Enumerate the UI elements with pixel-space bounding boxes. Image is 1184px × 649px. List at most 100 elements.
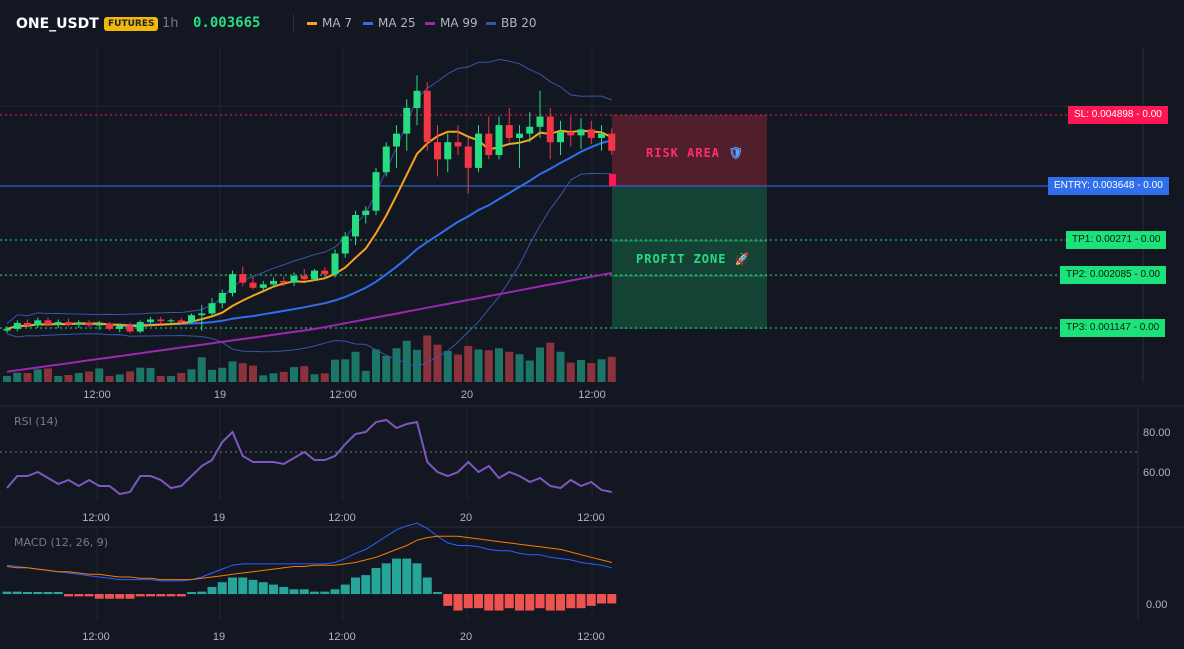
macd-histogram-bar	[566, 594, 576, 609]
volume-bar	[44, 368, 52, 382]
ma25-line	[6, 139, 613, 330]
macd-histogram-bar	[156, 594, 166, 597]
legend-ma7[interactable]: MA 7	[307, 16, 352, 30]
time-axis-label: 12:00	[577, 512, 605, 524]
volume-bar	[310, 374, 319, 382]
volume-bar	[33, 369, 42, 382]
time-axis-label: 12:00	[82, 631, 110, 643]
macd-histogram-bar	[146, 594, 155, 597]
candle-body	[167, 320, 175, 322]
ma99-swatch-icon	[425, 21, 435, 25]
candle-body	[116, 325, 124, 329]
macd-histogram-bar	[453, 594, 463, 611]
macd-signal-line	[6, 535, 612, 581]
macd-histogram-bar	[94, 594, 104, 599]
macd-histogram-bar	[535, 594, 545, 609]
candle-body	[362, 210, 370, 215]
macd-histogram-bar	[422, 577, 432, 595]
volume-bar	[74, 373, 83, 382]
candle-body	[157, 319, 165, 322]
volume-bar	[382, 355, 391, 382]
macd-histogram-bar	[258, 582, 268, 595]
rsi-line	[6, 418, 612, 496]
time-axis-label: 20	[461, 389, 473, 401]
macd-histogram-bar	[279, 586, 289, 595]
macd-histogram-bar	[351, 577, 360, 595]
legend-ma99[interactable]: MA 99	[425, 16, 478, 30]
macd-histogram-bar	[576, 594, 586, 609]
candle-body	[495, 125, 503, 156]
candle-body	[239, 274, 247, 283]
time-axis-label: 12:00	[328, 631, 356, 643]
profit-zone-box	[612, 187, 767, 329]
macd-histogram-bar	[340, 584, 350, 595]
time-axis-label: 19	[213, 631, 225, 643]
time-axis-label: 20	[460, 512, 472, 524]
volume-bar	[156, 376, 165, 382]
candle-body	[65, 322, 72, 325]
candle-body	[587, 129, 595, 138]
macd-histogram-bar	[320, 591, 330, 595]
volume-bar	[433, 344, 442, 382]
macd-histogram-bar	[484, 594, 494, 611]
rsi-title: RSI (14)	[14, 415, 58, 428]
time-axis-label: 12:00	[83, 389, 111, 401]
entry-level-tag[interactable]: ENTRY: 0.003648 - 0.00	[1048, 177, 1169, 195]
tp3-level-tag[interactable]: TP3: 0.001147 - 0.00	[1060, 319, 1166, 337]
volume-bar	[536, 347, 544, 382]
ma7-swatch-icon	[307, 21, 317, 25]
candle-body	[208, 303, 216, 314]
volume-bar	[402, 340, 411, 382]
volume-bar	[146, 367, 155, 382]
candle-body	[13, 322, 21, 329]
candle-body	[434, 142, 441, 160]
risk-area-label: RISK AREA 🛡	[646, 146, 745, 160]
candle-body	[464, 146, 472, 168]
time-axis-label: 12:00	[329, 389, 357, 401]
volume-bar	[259, 375, 268, 382]
volume-bar	[23, 373, 32, 382]
ma25-swatch-icon	[363, 21, 373, 25]
macd-histogram-bar	[515, 594, 524, 611]
sl-level-tag[interactable]: SL: 0.004898 - 0.00	[1068, 106, 1168, 124]
tp1-level-tag[interactable]: TP1: 0.00271 - 0.00	[1066, 231, 1167, 249]
macd-histogram-bar	[443, 594, 453, 606]
volume-bar	[495, 348, 503, 382]
last-price: 0.003665	[193, 15, 261, 31]
legend-ma25[interactable]: MA 25	[363, 16, 416, 30]
ma7-line	[6, 129, 613, 330]
candle-body	[321, 270, 329, 275]
macd-line	[6, 522, 612, 582]
time-axis-label: 20	[460, 631, 472, 643]
volume-bar	[372, 349, 380, 382]
symbol-name[interactable]: ONE_USDT	[16, 16, 99, 32]
candle-body	[34, 320, 42, 326]
candle-body	[413, 90, 421, 108]
volume-bar	[423, 335, 432, 382]
time-axis-label: 12:00	[328, 512, 356, 524]
timeframe-label[interactable]: 1h	[162, 16, 179, 31]
time-axis-label: 12:00	[577, 631, 605, 643]
macd-histogram-bar	[463, 594, 473, 609]
macd-histogram-bar	[381, 563, 391, 595]
candle-body	[403, 107, 411, 134]
macd-histogram-bar	[402, 558, 412, 595]
macd-title: MACD (12, 26, 9)	[14, 536, 109, 549]
volume-bar	[64, 375, 73, 382]
candle-body	[95, 323, 103, 326]
candle-body	[516, 133, 523, 138]
candle-body	[270, 280, 277, 285]
candle-body	[136, 322, 144, 332]
time-axis-label: 12:00	[82, 512, 110, 524]
candle-body	[280, 280, 288, 283]
legend-bb20[interactable]: BB 20	[486, 16, 537, 30]
macd-histogram-bar	[545, 594, 555, 611]
candle-body	[249, 282, 257, 288]
candle-body	[198, 313, 206, 316]
volume-bar	[413, 349, 421, 382]
tp2-level-tag[interactable]: TP2: 0.002085 - 0.00	[1060, 266, 1166, 284]
macd-histogram-bar	[597, 594, 606, 604]
profit-zone-label: PROFIT ZONE 🚀	[636, 252, 751, 266]
macd-tick-label: 0.00	[1146, 599, 1167, 611]
